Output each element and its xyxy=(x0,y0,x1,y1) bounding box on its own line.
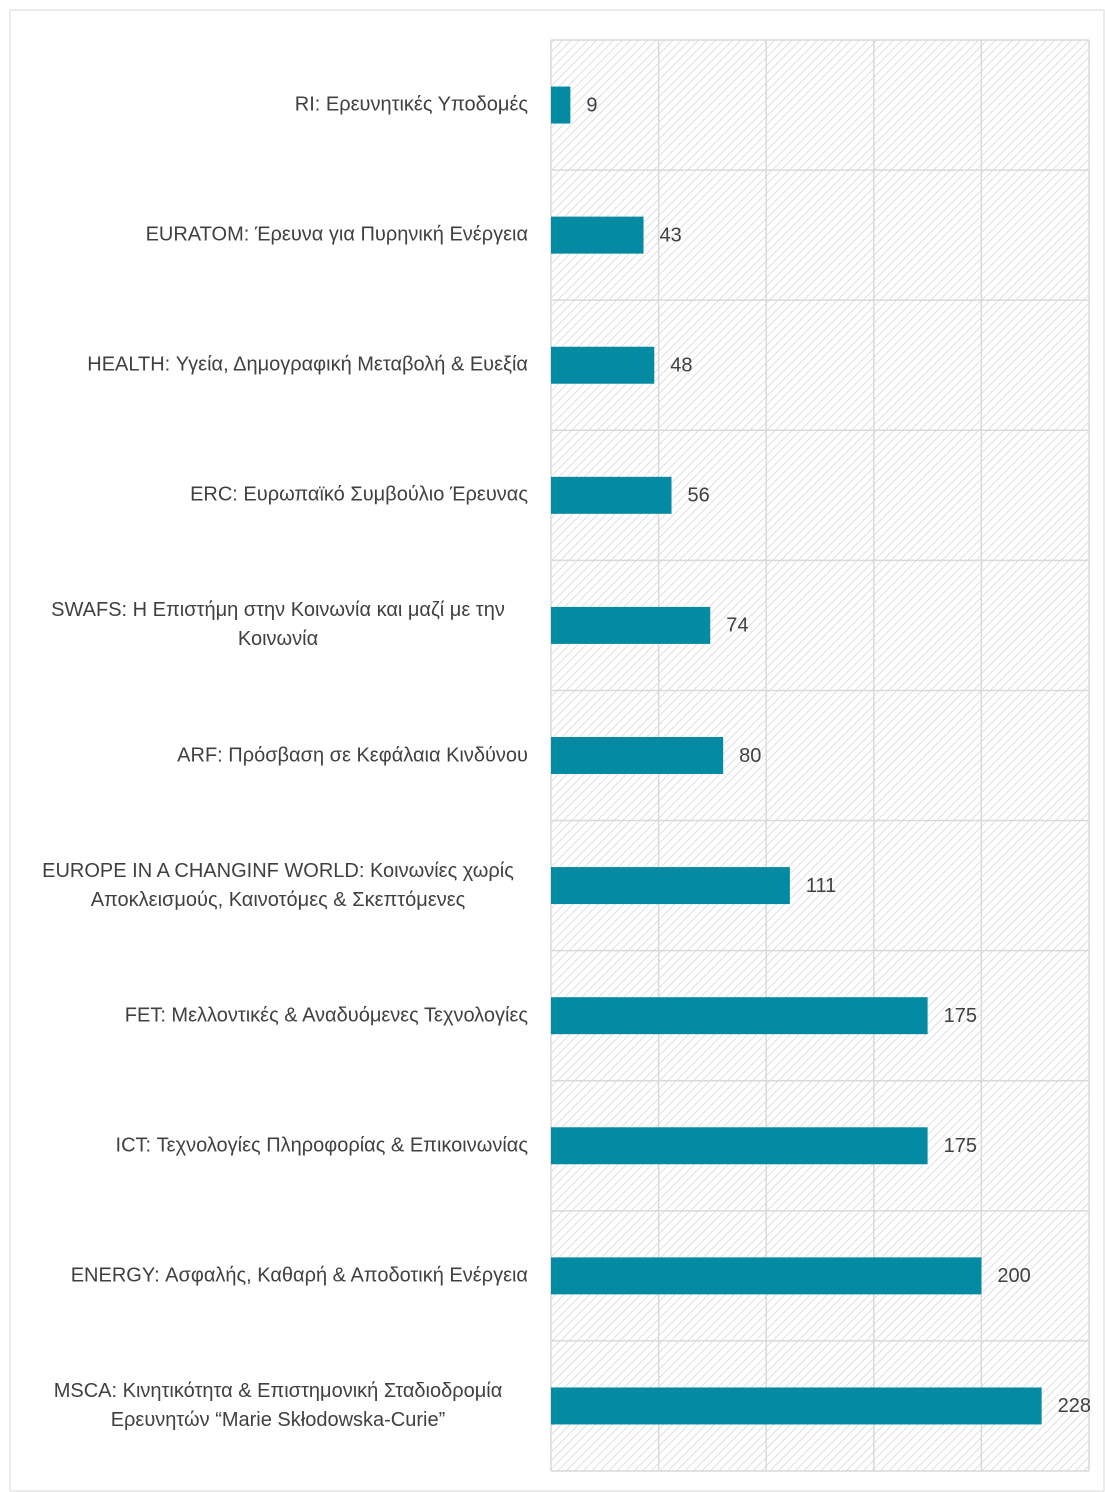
category-label: ENERGY: Ασφαλής, Καθαρή & Αποδοτική Ενέρ… xyxy=(70,1264,528,1287)
bar xyxy=(551,1387,1042,1425)
bar xyxy=(551,606,711,644)
category-label: ARF: Πρόσβαση σε Κεφάλαια Κινδύνου xyxy=(177,744,528,766)
category-label: RI: Ερευνητικές Υποδομές xyxy=(294,93,528,116)
category-label: SWAFS: Η Επιστήμη στην Κοινωνία και μαζί… xyxy=(51,599,505,651)
category-label: EURATOM: Έρευνα για Πυρηνική Ενέργεια xyxy=(145,223,528,246)
bar xyxy=(551,1127,928,1165)
data-label: 80 xyxy=(739,745,761,767)
bar xyxy=(551,86,571,124)
data-label: 74 xyxy=(726,615,748,637)
data-label: 175 xyxy=(944,1135,977,1157)
bar xyxy=(551,216,644,254)
category-label: HEALTH: Υγεία, Δημογραφική Μεταβολή & Ευ… xyxy=(87,353,528,376)
category-label: ERC: Ευρωπαϊκό Συμβούλιο Έρευνας xyxy=(190,483,528,506)
data-label: 43 xyxy=(660,224,682,246)
category-label: ICT: Τεχνολογίες Πληροφορίας & Επικοινων… xyxy=(115,1134,528,1157)
bar xyxy=(551,1257,982,1295)
data-label: 175 xyxy=(944,1005,977,1027)
category-label: MSCA: Κινητικότητα & Επιστημονική Σταδιο… xyxy=(53,1379,503,1431)
category-label: EUROPE IN A CHANGINF WORLD: Κοινωνίες χω… xyxy=(42,859,514,911)
data-label: 48 xyxy=(670,355,692,377)
data-label: 228 xyxy=(1058,1395,1091,1417)
bar xyxy=(551,997,928,1035)
data-label: 200 xyxy=(997,1265,1030,1287)
data-label: 56 xyxy=(688,485,710,507)
bar xyxy=(551,737,724,774)
bar xyxy=(551,476,672,514)
bar xyxy=(551,867,790,905)
frame xyxy=(9,9,1105,1492)
data-label: 111 xyxy=(806,875,836,897)
category-label: FET: Μελλοντικές & Αναδυόμενες Τεχνολογί… xyxy=(124,1004,528,1027)
data-label: 9 xyxy=(586,94,597,116)
bar xyxy=(551,346,655,384)
